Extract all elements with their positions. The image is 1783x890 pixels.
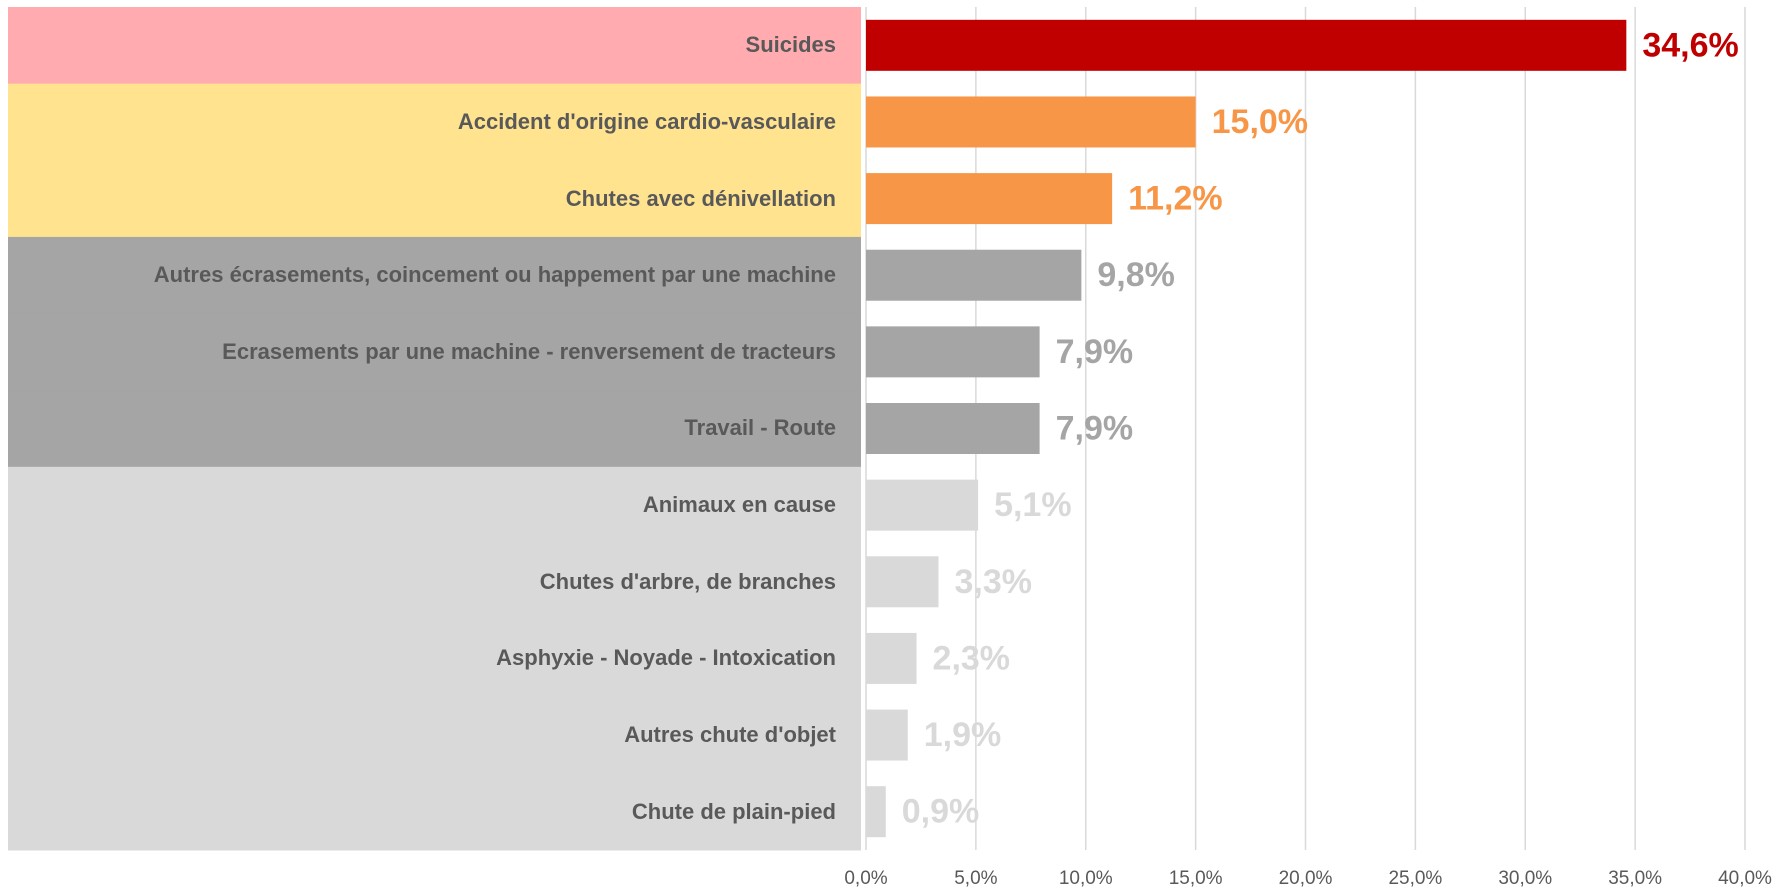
value-label: 3,3% <box>955 563 1033 601</box>
bar <box>866 556 939 608</box>
category-label: Chute de plain-pied <box>631 798 836 824</box>
x-tick-label: 15,0% <box>1169 868 1223 889</box>
label-band <box>8 696 861 774</box>
bar <box>866 479 979 531</box>
bar <box>866 96 1196 148</box>
value-label: 34,6% <box>1642 26 1738 64</box>
label-band <box>8 620 861 698</box>
label-band <box>8 236 861 315</box>
x-tick-label: 10,0% <box>1059 868 1113 889</box>
value-label: 2,3% <box>933 639 1011 677</box>
label-band <box>8 543 861 621</box>
x-tick-label: 5,0% <box>954 868 997 889</box>
label-band <box>8 466 861 544</box>
category-label: Animaux en cause <box>642 492 836 518</box>
bar <box>866 709 908 761</box>
bar <box>866 403 1040 454</box>
bar <box>866 249 1082 301</box>
category-label: Accident d'origine cardio-vasculaire <box>457 108 836 134</box>
value-label: 0,9% <box>902 793 980 831</box>
value-label: 7,9% <box>1056 409 1134 447</box>
label-band <box>8 83 861 161</box>
x-tick-label: 20,0% <box>1279 868 1333 889</box>
category-label: Travail - Route <box>684 415 836 441</box>
bar <box>866 19 1627 71</box>
label-band <box>8 160 861 238</box>
x-tick-label: 30,0% <box>1498 868 1552 889</box>
value-label: 11,2% <box>1128 180 1223 218</box>
bar <box>866 786 886 838</box>
category-label: Asphyxie - Noyade - Intoxication <box>496 645 836 671</box>
value-label: 15,0% <box>1212 103 1308 141</box>
value-label: 7,9% <box>1056 333 1134 371</box>
label-band <box>8 773 861 851</box>
bar <box>866 326 1040 378</box>
label-band <box>8 390 861 468</box>
bar <box>866 632 917 684</box>
category-label: Autres chute d'objet <box>624 722 836 748</box>
x-tick-label: 40,0% <box>1718 868 1772 889</box>
value-label: 9,8% <box>1097 256 1175 294</box>
label-band <box>8 313 861 391</box>
x-tick-label: 35,0% <box>1608 868 1662 889</box>
value-label: 5,1% <box>994 486 1072 524</box>
category-label: Autres écrasements, coincement ou happem… <box>153 262 836 288</box>
category-label: Chutes d'arbre, de branches <box>539 568 836 594</box>
x-tick-label: 25,0% <box>1388 868 1442 889</box>
x-tick-label: 0,0% <box>844 868 887 889</box>
category-label: Ecrasements par une machine - renverseme… <box>222 338 836 364</box>
category-label: Suicides <box>745 32 836 58</box>
bar <box>866 173 1113 225</box>
value-label: 1,9% <box>924 716 1002 754</box>
category-label: Chutes avec dénivellation <box>565 185 836 211</box>
label-band <box>8 7 861 85</box>
